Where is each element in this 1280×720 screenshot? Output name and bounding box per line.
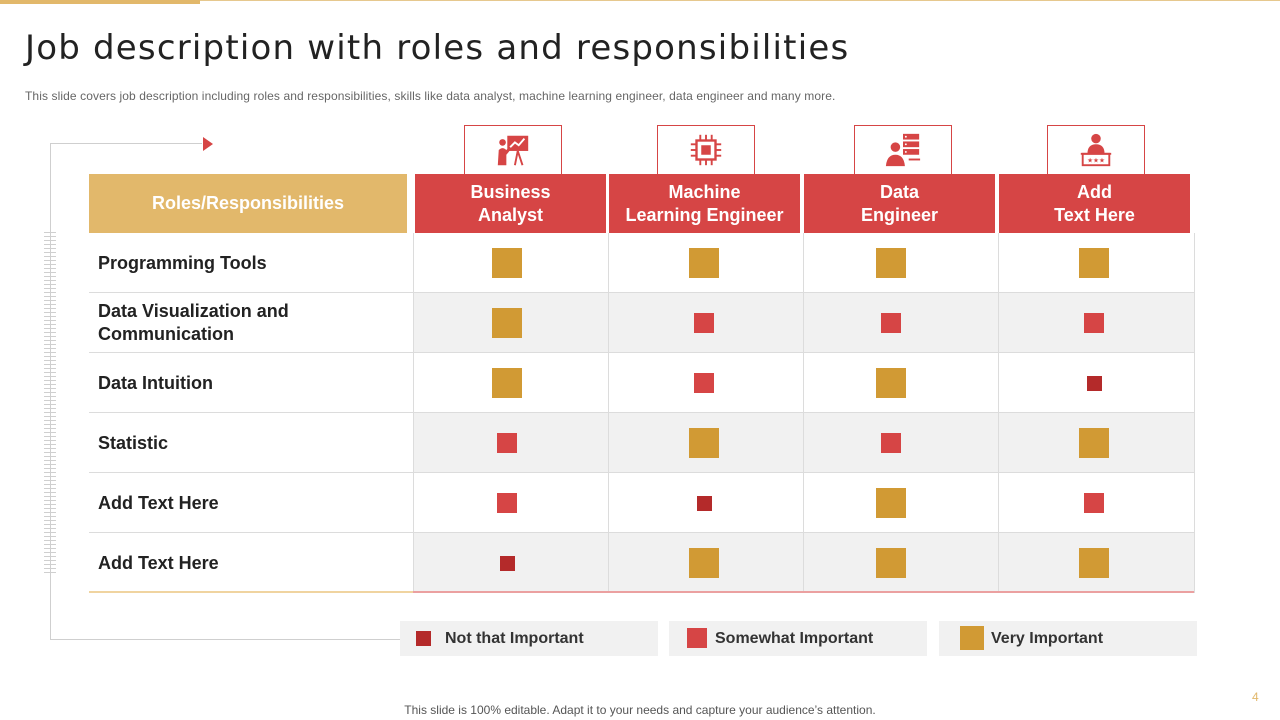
rating-very-marker bbox=[1079, 548, 1109, 578]
rating-somewhat-marker bbox=[1084, 313, 1104, 333]
table-bottom-border-gold bbox=[89, 591, 413, 593]
rating-not-marker bbox=[1086, 375, 1102, 391]
column-divider bbox=[413, 233, 414, 593]
page-subtitle: This slide covers job description includ… bbox=[25, 89, 836, 103]
legend-very-important: Very Important bbox=[939, 621, 1197, 656]
legend-swatch bbox=[416, 631, 431, 646]
header-line2: Learning Engineer bbox=[625, 204, 784, 225]
row-label: Add Text Here bbox=[98, 533, 219, 593]
rating-somewhat-marker bbox=[881, 313, 901, 333]
rating-somewhat-marker bbox=[881, 433, 901, 453]
rating-not-marker bbox=[696, 495, 712, 511]
column-divider bbox=[803, 233, 804, 593]
frame-line-top bbox=[50, 143, 202, 144]
decorative-ruler bbox=[44, 232, 56, 574]
rating-somewhat-marker bbox=[694, 373, 714, 393]
header-business-analyst: Business Analyst bbox=[415, 174, 606, 233]
rating-very-marker bbox=[689, 248, 719, 278]
header-line2: Text Here bbox=[1054, 204, 1135, 225]
header-data-engineer: Data Engineer bbox=[804, 174, 995, 233]
rating-very-marker bbox=[1079, 428, 1109, 458]
row-label: Data Intuition bbox=[98, 353, 213, 413]
rating-very-marker bbox=[876, 488, 906, 518]
row-divider bbox=[89, 292, 1194, 293]
header-line1: Add bbox=[1076, 181, 1112, 202]
row-label: Programming Tools bbox=[98, 233, 267, 293]
row-label-line1: Data Visualization and bbox=[98, 301, 289, 321]
header-line2: Analyst bbox=[477, 204, 543, 225]
row-label: Statistic bbox=[98, 413, 168, 473]
row-label: Data Visualization and Communication bbox=[98, 293, 289, 353]
top-accent-bar bbox=[0, 0, 200, 4]
header-machine-learning-engineer: Machine Learning Engineer bbox=[609, 174, 800, 233]
rating-very-marker bbox=[876, 368, 906, 398]
rating-very-marker bbox=[876, 548, 906, 578]
rating-somewhat-marker bbox=[497, 433, 517, 453]
presentation-icon bbox=[464, 125, 562, 174]
top-accent-line bbox=[200, 0, 1280, 1]
rating-very-marker bbox=[1079, 248, 1109, 278]
page-title: Job description with roles and responsib… bbox=[25, 28, 850, 68]
rating-very-marker bbox=[876, 248, 906, 278]
header-roles-responsibilities: Roles/Responsibilities bbox=[89, 174, 407, 233]
rating-very-marker bbox=[492, 308, 522, 338]
column-divider bbox=[608, 233, 609, 593]
row-label-line1: Statistic bbox=[98, 432, 169, 453]
legend-label: Very Important bbox=[991, 630, 1104, 647]
legend-label: Not that Important bbox=[445, 630, 584, 647]
table-bottom-border-red bbox=[413, 591, 1194, 593]
row-divider bbox=[89, 532, 1194, 533]
header-line1: Machine bbox=[668, 181, 741, 202]
rating-not-marker bbox=[499, 555, 515, 571]
row-label-line1: Add Text Here bbox=[98, 552, 219, 573]
row-label: Add Text Here bbox=[98, 473, 219, 533]
svg-text:★★★: ★★★ bbox=[1087, 156, 1105, 164]
row-divider bbox=[89, 472, 1194, 473]
rating-somewhat-marker bbox=[497, 493, 517, 513]
page-number: 4 bbox=[1252, 690, 1259, 704]
row-label-line1: Data Intuition bbox=[98, 372, 213, 393]
rating-very-marker bbox=[689, 428, 719, 458]
legend-not-important: Not that Important bbox=[400, 621, 658, 656]
legend-somewhat-important: Somewhat Important bbox=[669, 621, 927, 656]
row-label-line1: Add Text Here bbox=[98, 492, 219, 513]
chip-icon bbox=[657, 125, 755, 174]
rating-very-marker bbox=[492, 368, 522, 398]
rating-somewhat-marker bbox=[1084, 493, 1104, 513]
server-user-icon bbox=[854, 125, 952, 174]
legend-label: Somewhat Important bbox=[715, 630, 874, 647]
rating-very-marker bbox=[689, 548, 719, 578]
row-label-line2: Communication bbox=[98, 324, 235, 344]
rating-somewhat-marker bbox=[694, 313, 714, 333]
legend-swatch bbox=[687, 628, 707, 648]
row-divider bbox=[89, 412, 1194, 413]
legend-swatch bbox=[960, 626, 984, 650]
frame-line-bottom bbox=[50, 639, 400, 640]
arrow-right-icon bbox=[203, 137, 213, 151]
header-add-text-here: Add Text Here bbox=[999, 174, 1190, 233]
header-line2: Engineer bbox=[860, 204, 939, 225]
header-line1: Business bbox=[470, 181, 551, 202]
row-label-line1: Programming Tools bbox=[98, 252, 267, 273]
row-divider bbox=[89, 352, 1194, 353]
column-divider bbox=[1194, 233, 1195, 593]
podium-speaker-icon: ★★★ bbox=[1047, 125, 1145, 174]
column-divider bbox=[998, 233, 999, 593]
rating-very-marker bbox=[492, 248, 522, 278]
header-line1: Data bbox=[879, 181, 919, 202]
footer-note: This slide is 100% editable. Adapt it to… bbox=[404, 703, 876, 717]
